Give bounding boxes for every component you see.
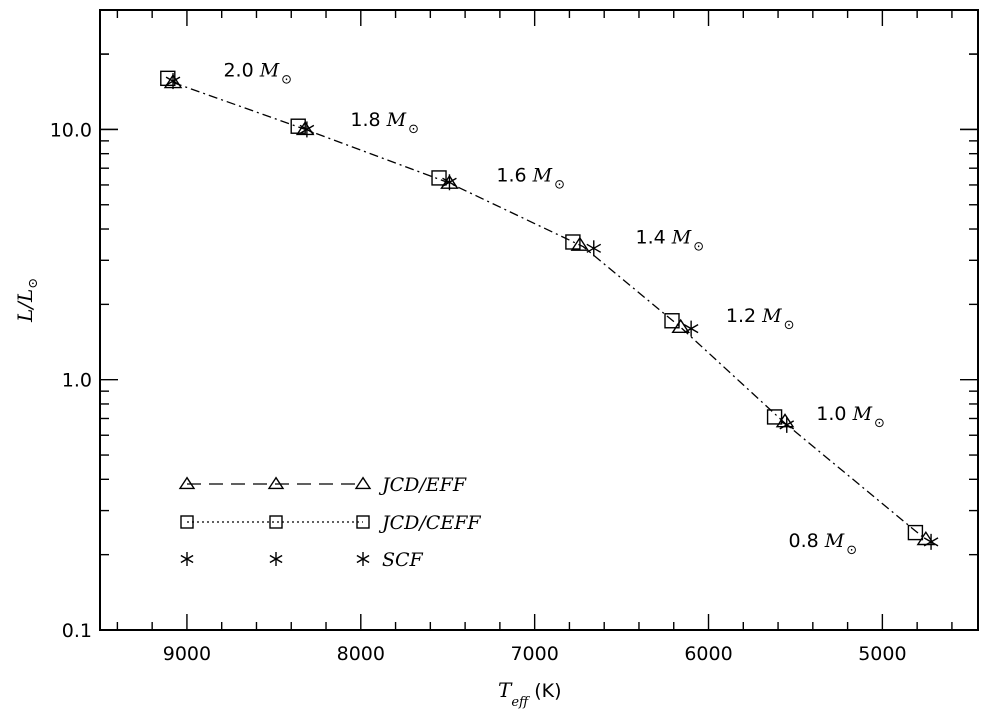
legend: JCD/EFF JCD/CEFF SCF — [178, 474, 481, 571]
y-tick-label: 0.1 — [62, 620, 92, 642]
mass-label: 1.2 M ⊙ — [726, 305, 795, 333]
y-tick-label: 1.0 — [62, 370, 92, 392]
legend-asterisk — [269, 552, 283, 566]
asterisk-stroke — [586, 243, 602, 253]
track-line — [172, 81, 927, 541]
legend-square — [356, 515, 370, 529]
asterisk-stroke — [269, 554, 283, 564]
square-point — [907, 524, 924, 541]
mass-label: 1.8 M ⊙ — [350, 109, 419, 137]
square-point — [160, 70, 176, 87]
y-tick-label: 10.0 — [50, 119, 92, 141]
square-point — [431, 170, 447, 186]
x-tick-label: 6000 — [684, 643, 732, 665]
mass-label: 1.0 M ⊙ — [816, 403, 885, 431]
asterisk-stroke — [299, 124, 315, 135]
asterisk-point — [299, 121, 315, 138]
legend-triangle — [354, 476, 372, 490]
axis-ticks — [100, 9, 978, 631]
x-tick-label: 5000 — [858, 643, 906, 665]
data-markers — [160, 70, 939, 550]
x-tick-label: 7000 — [510, 643, 558, 665]
asterisk-point — [923, 533, 939, 550]
asterisk-point — [683, 320, 699, 337]
legend-square — [180, 515, 194, 529]
triangle-point — [671, 318, 690, 334]
legend-triangle — [267, 476, 285, 490]
x-tick-label: 9000 — [163, 643, 211, 665]
legend-asterisk — [356, 552, 370, 566]
mass-label: 0.8 M ⊙ — [788, 530, 857, 558]
plot-frame — [99, 9, 979, 631]
mass-label: 1.6 M ⊙ — [496, 164, 565, 192]
legend-asterisk — [180, 552, 194, 566]
mass-label: 1.4 M ⊙ — [635, 227, 704, 255]
legend-label: SCF — [382, 549, 424, 571]
legend-label: JCD/CEFF — [378, 512, 481, 534]
asterisk-stroke — [683, 324, 699, 334]
axis-tick-labels: 9000 8000 7000 6000 5000 0.1 1.0 10.0 — [50, 119, 907, 665]
evolution-track — [172, 81, 927, 541]
square-point — [565, 234, 581, 250]
asterisk-stroke — [165, 76, 181, 86]
mass-annotations: 2.0 M ⊙ 1.8 M ⊙ 1.6 M ⊙ 1.4 M ⊙ 1.2 M ⊙ 1.0 M ⊙ 0.8 … — [223, 59, 885, 557]
asterisk-point — [586, 240, 602, 257]
asterisk-stroke — [923, 537, 939, 547]
asterisk-stroke — [442, 177, 457, 187]
square-point — [290, 118, 306, 134]
triangle-point — [570, 236, 590, 251]
asterisk-stroke — [779, 420, 795, 430]
x-tick-label: 8000 — [337, 643, 385, 665]
asterisk-point — [779, 416, 795, 433]
triangle-point — [775, 413, 795, 428]
asterisk-stroke — [356, 554, 370, 564]
legend-label: JCD/EFF — [378, 474, 467, 496]
square-point — [664, 313, 680, 329]
y-axis-title: L/L⊙ — [13, 278, 41, 323]
legend-square — [269, 515, 283, 529]
legend-triangle — [178, 476, 196, 490]
asterisk-point — [442, 174, 457, 191]
asterisk-stroke — [180, 554, 194, 564]
asterisk-point — [165, 73, 181, 90]
x-axis-title: Teff(K) — [498, 678, 562, 710]
mass-label: 2.0 M ⊙ — [223, 59, 292, 87]
square-point — [766, 409, 783, 425]
